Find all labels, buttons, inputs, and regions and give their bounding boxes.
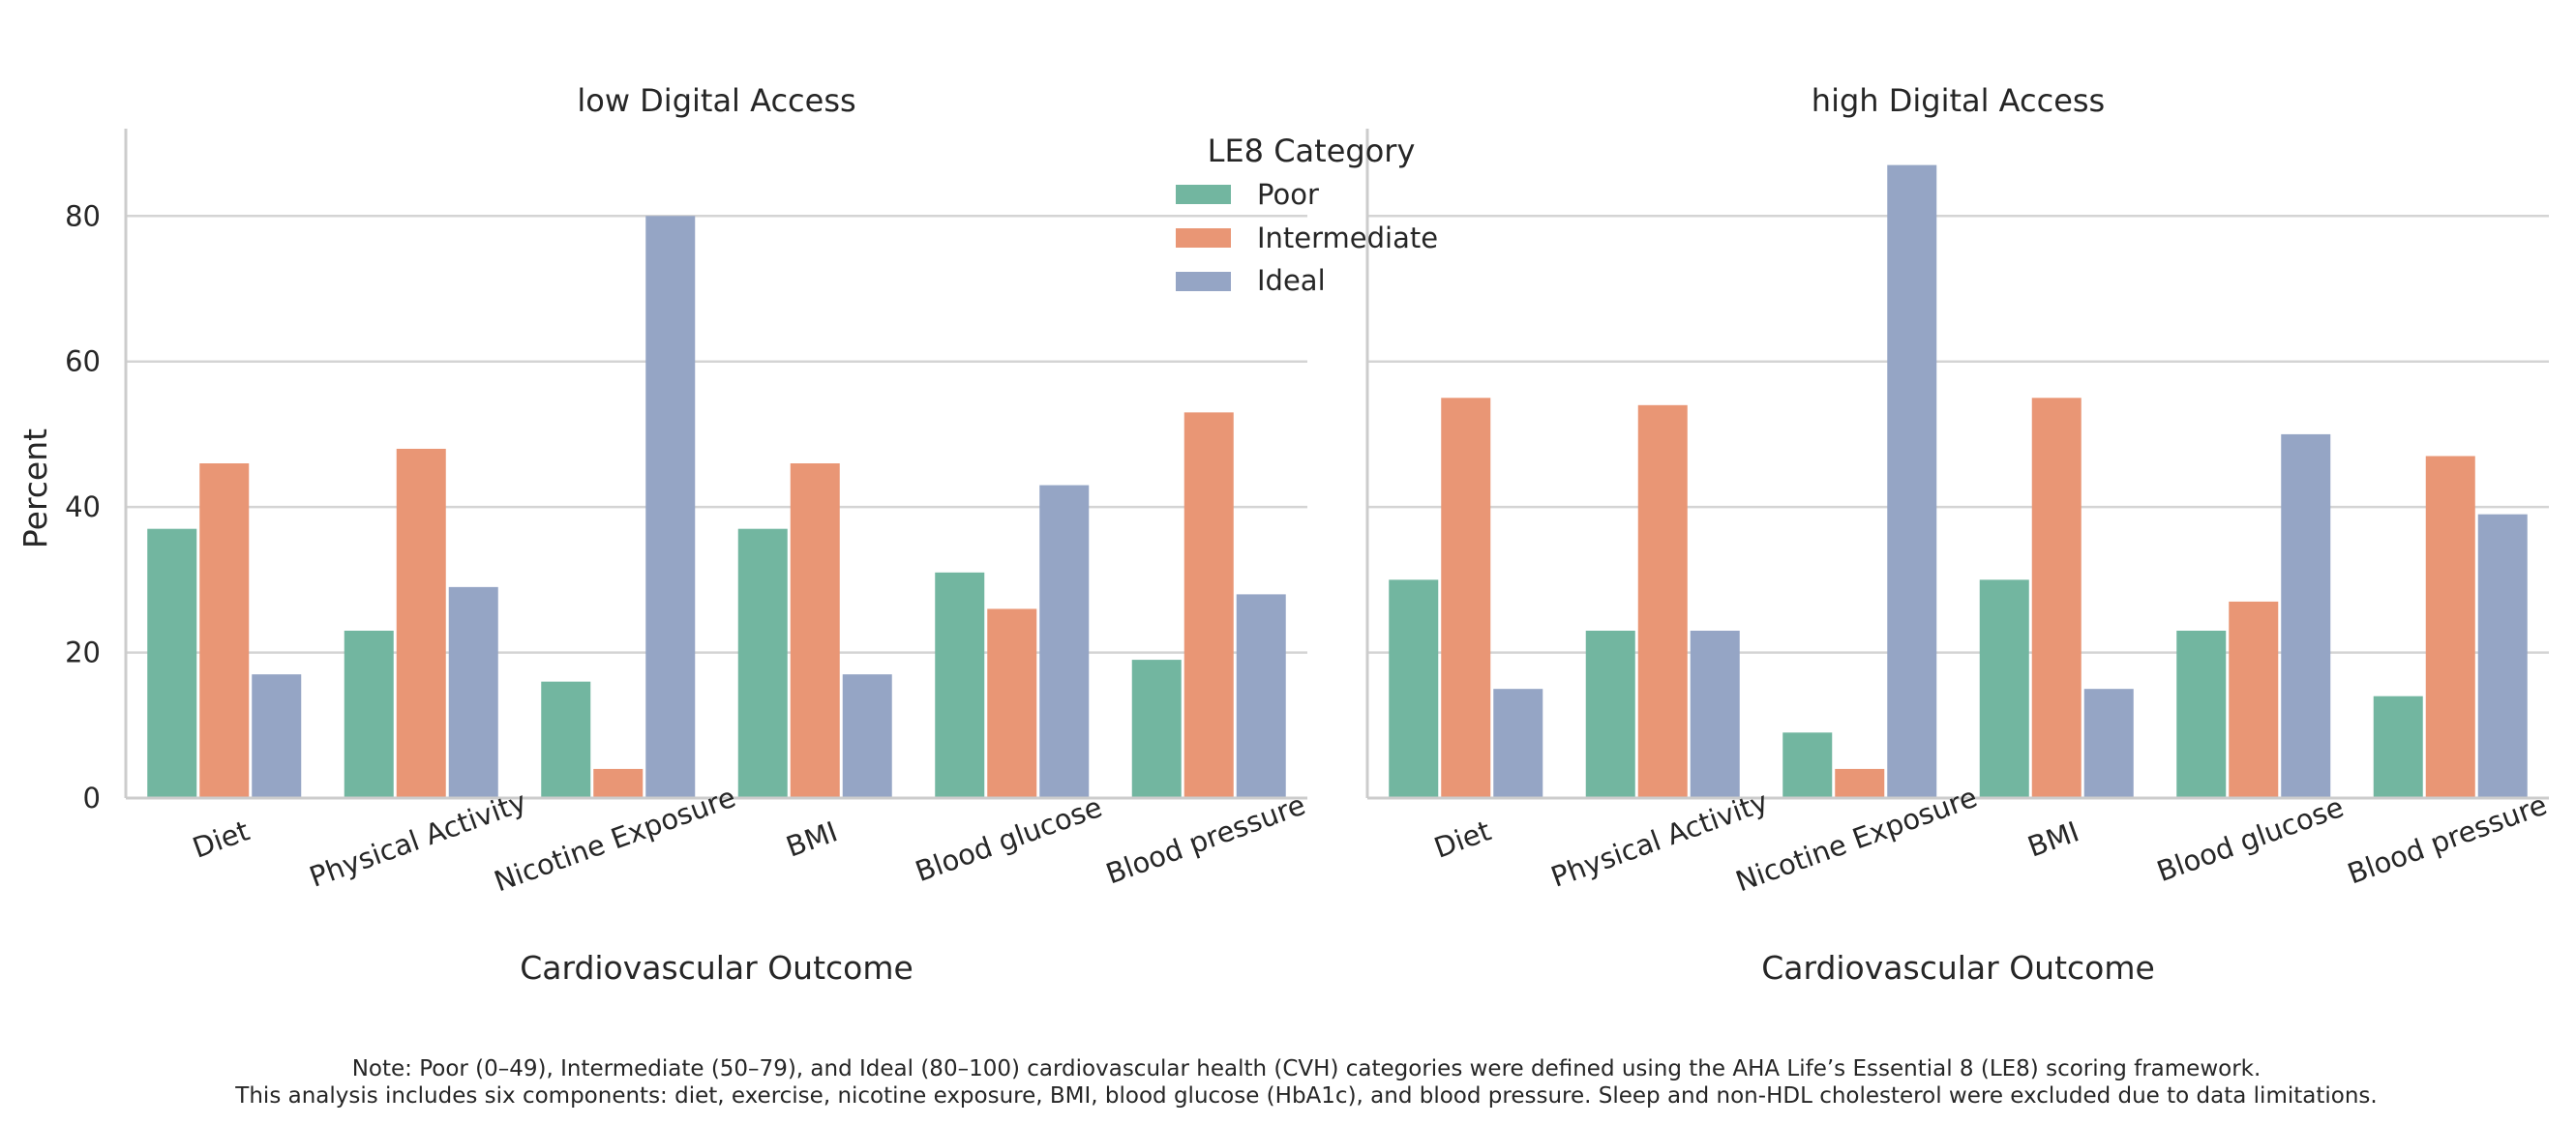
bar-poor-bmi <box>737 528 788 798</box>
bar-intermediate-bmi <box>790 463 840 798</box>
bar-poor-physical-activity <box>1585 631 1635 798</box>
bar-intermediate-diet <box>199 463 250 798</box>
legend-swatch-ideal <box>1176 272 1231 291</box>
bar-ideal-physical-activity <box>448 586 498 798</box>
bar-poor-blood-glucose <box>2176 631 2227 798</box>
bar-intermediate-physical-activity <box>396 448 446 798</box>
y-tick-label-60: 60 <box>65 345 101 378</box>
bar-ideal-nicotine-exposure <box>645 216 696 798</box>
x-tick-label-blood-glucose: Blood glucose <box>911 790 1106 888</box>
bar-intermediate-blood-pressure <box>2425 456 2475 798</box>
bar-ideal-nicotine-exposure <box>1887 164 1937 798</box>
bar-intermediate-blood-glucose <box>2229 601 2279 798</box>
bar-ideal-physical-activity <box>1690 631 1740 798</box>
legend-title: LE8 Category <box>1208 133 1416 169</box>
footnote-line-1: Note: Poor (0–49), Intermediate (50–79),… <box>352 1056 2261 1081</box>
bar-intermediate-nicotine-exposure <box>593 768 644 798</box>
x-axis-label: Cardiovascular Outcome <box>520 949 914 987</box>
bar-intermediate-physical-activity <box>1637 404 1688 798</box>
footnote-line-2: This analysis includes six components: d… <box>234 1083 2377 1109</box>
bar-poor-blood-pressure <box>2373 696 2423 798</box>
x-tick-label-blood-pressure: Blood pressure <box>2343 788 2551 891</box>
bar-poor-blood-pressure <box>1131 660 1182 798</box>
y-tick-label-20: 20 <box>65 637 101 669</box>
legend-label-poor: Poor <box>1257 178 1319 211</box>
bar-intermediate-bmi <box>2031 398 2082 798</box>
bar-ideal-bmi <box>2083 689 2134 798</box>
legend-swatch-poor <box>1176 185 1231 204</box>
bar-intermediate-diet <box>1441 398 1491 798</box>
legend-label-ideal: Ideal <box>1257 264 1326 297</box>
bar-poor-diet <box>147 528 197 798</box>
x-tick-label-diet: Diet <box>1430 814 1496 864</box>
bar-ideal-blood-glucose <box>1039 485 1090 798</box>
bar-ideal-blood-pressure <box>2477 514 2528 798</box>
panel-title: high Digital Access <box>1812 82 2105 119</box>
bar-intermediate-blood-glucose <box>987 608 1037 798</box>
bar-ideal-bmi <box>842 674 892 798</box>
legend: LE8 Category Poor Intermediate Ideal <box>1176 133 1438 297</box>
bar-poor-nicotine-exposure <box>541 681 591 798</box>
bar-poor-physical-activity <box>344 631 394 798</box>
y-tick-label-40: 40 <box>65 490 101 523</box>
bar-ideal-diet <box>252 674 302 798</box>
bar-intermediate-nicotine-exposure <box>1835 768 1885 798</box>
x-tick-label-blood-glucose: Blood glucose <box>2152 790 2348 888</box>
x-tick-label-bmi: BMI <box>2023 814 2083 863</box>
bar-intermediate-blood-pressure <box>1183 412 1234 798</box>
bar-poor-blood-glucose <box>935 572 985 798</box>
y-axis-label: Percent <box>16 429 54 548</box>
bar-poor-nicotine-exposure <box>1782 732 1833 798</box>
x-axis-label: Cardiovascular Outcome <box>1761 949 2155 987</box>
legend-label-intermediate: Intermediate <box>1257 222 1438 254</box>
y-tick-label-80: 80 <box>65 199 101 232</box>
legend-swatch-intermediate <box>1176 228 1231 248</box>
x-tick-label-bmi: BMI <box>782 814 842 863</box>
bar-poor-diet <box>1389 579 1439 798</box>
x-tick-label-blood-pressure: Blood pressure <box>1101 788 1309 891</box>
bar-ideal-diet <box>1493 689 1543 798</box>
panel-title: low Digital Access <box>577 82 855 119</box>
bar-poor-bmi <box>1979 579 2029 798</box>
bar-ideal-blood-glucose <box>2281 433 2331 798</box>
x-tick-label-diet: Diet <box>189 814 255 864</box>
y-tick-label-0: 0 <box>83 782 101 814</box>
bar-ideal-blood-pressure <box>1236 594 1286 798</box>
